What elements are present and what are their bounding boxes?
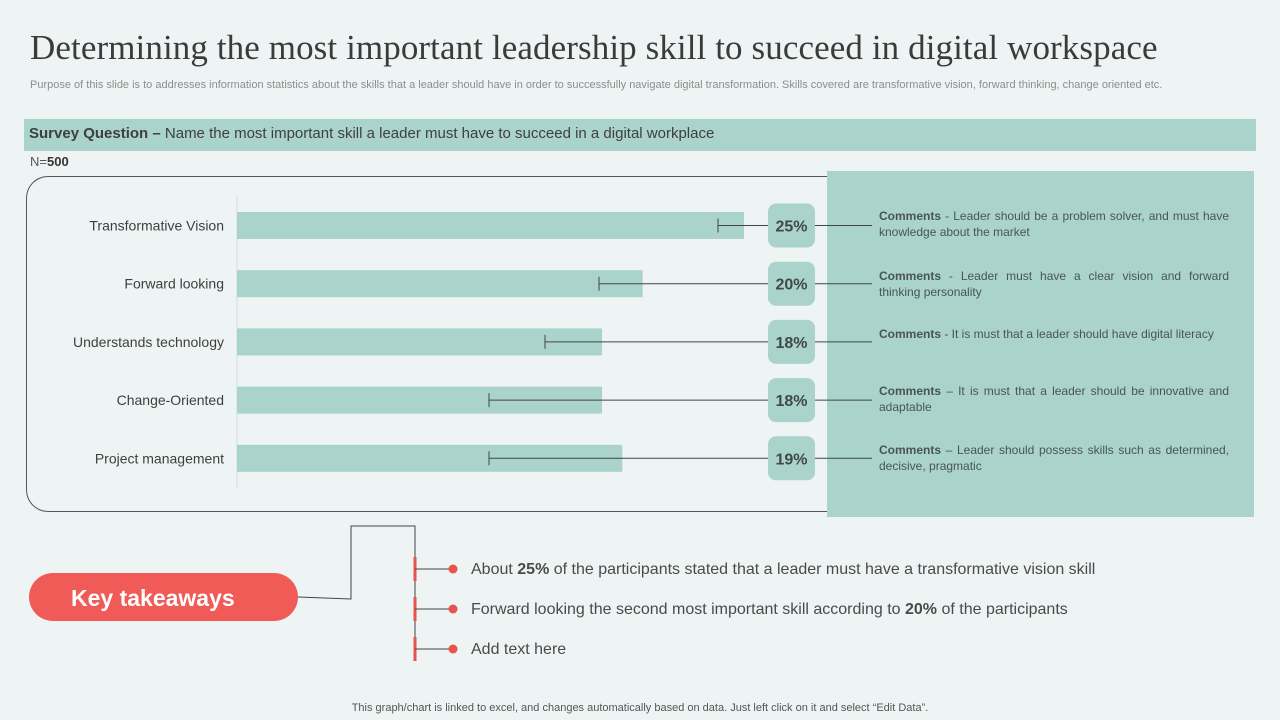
comment-2: Comments - Leader must have a clear visi… [879,269,1229,299]
category-label: Change-Oriented [117,392,224,408]
comment-1: Comments - Leader should be a problem so… [879,209,1229,239]
page-subtitle: Purpose of this slide is to addresses in… [30,79,1163,91]
bar[interactable] [237,270,643,298]
takeaway-item-1: About 25% of the participants stated tha… [471,561,1096,578]
data-label: 20% [775,277,807,294]
data-label: 18% [775,335,807,352]
survey-question-bar: Survey Question – Name the most importan… [24,119,1256,151]
bar[interactable] [237,212,744,239]
category-label: Forward looking [124,276,224,292]
sample-size-prefix: N= [30,154,47,169]
sample-size: N=500 [30,154,69,169]
page-title: Determining the most important leadershi… [30,28,1158,67]
value-badge [768,261,815,306]
chart-frame [26,176,846,512]
category-label: Transformative Vision [89,218,224,234]
key-takeaways-button[interactable]: Key takeaways [29,573,298,621]
sample-size-value: 500 [46,154,69,169]
data-label: 25% [775,219,807,236]
survey-question-label: Survey Question – [29,125,161,142]
data-label: 18% [775,393,807,410]
footer-note: This graph/chart is linked to excel, and… [351,702,929,714]
survey-question-text: Name the most important skill a leader m… [164,125,715,142]
comments-panel [827,171,1254,517]
data-label: 19% [775,451,807,468]
value-badge [768,203,815,248]
comment-5: Comments – Leader should possess skills … [879,443,1229,473]
value-badge [768,319,815,364]
comment-4: Comments – It is must that a leader shou… [879,384,1229,414]
category-label: Project management [95,450,224,466]
category-label: Understands technology [73,334,224,350]
takeaway-item-3[interactable]: Add text here [471,641,567,658]
takeaway-item-2: Forward looking the second most importan… [471,601,1068,618]
comment-3: Comments - It is must that a leader shou… [879,327,1214,341]
value-badge [768,436,815,481]
bar[interactable] [237,328,603,356]
value-badge [768,378,815,423]
